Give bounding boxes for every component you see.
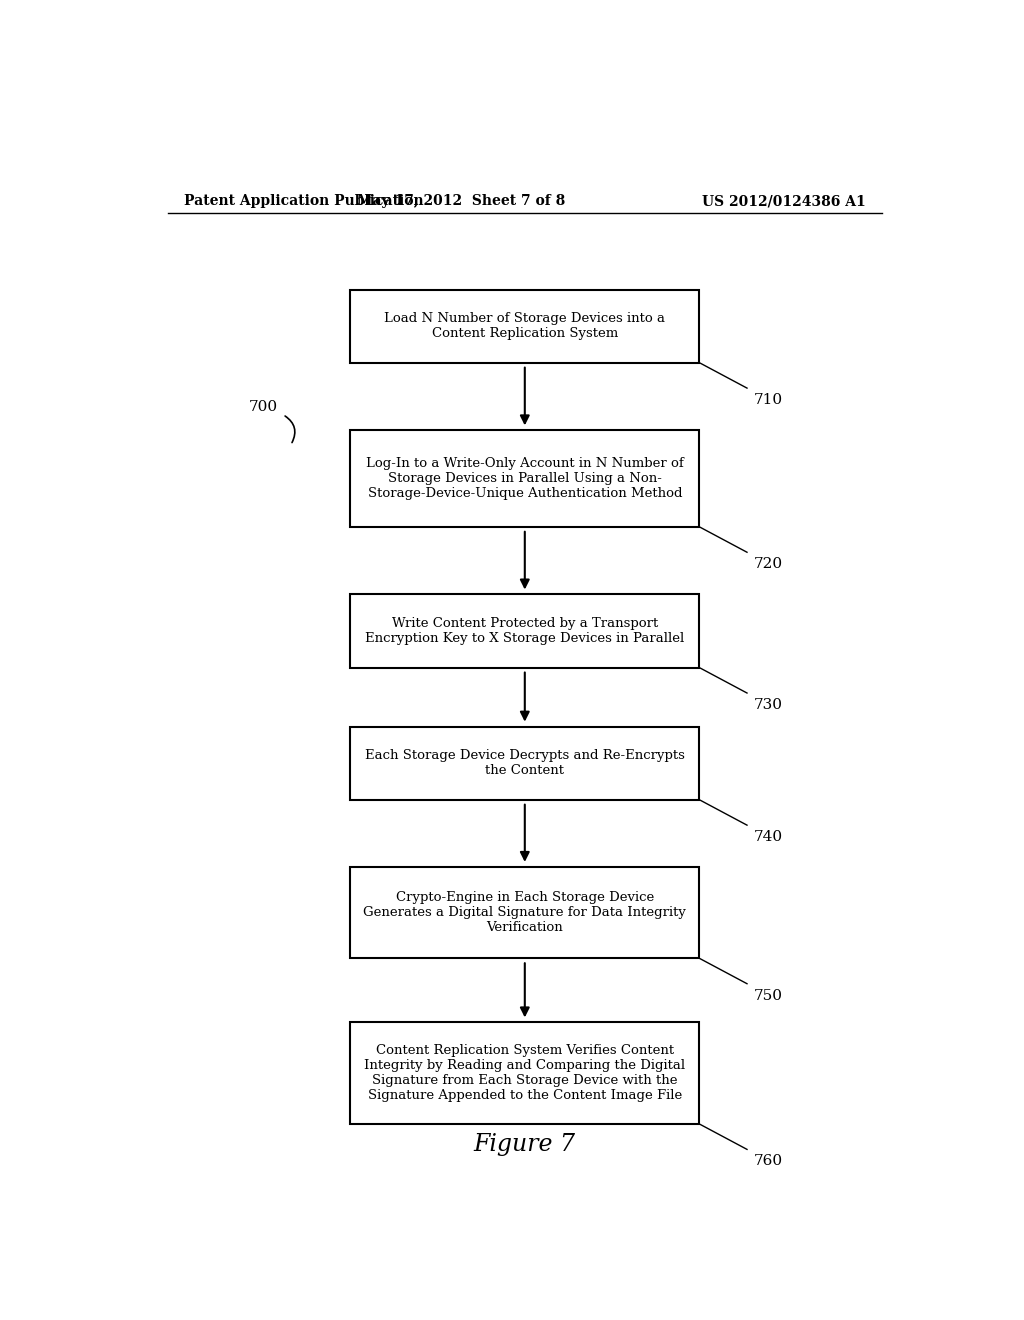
Text: 720: 720 <box>754 557 782 572</box>
Text: 740: 740 <box>754 830 782 845</box>
Text: 730: 730 <box>754 698 782 711</box>
Text: US 2012/0124386 A1: US 2012/0124386 A1 <box>702 194 866 209</box>
FancyBboxPatch shape <box>350 594 699 668</box>
Text: 710: 710 <box>754 393 782 407</box>
Text: Figure 7: Figure 7 <box>474 1133 575 1156</box>
Text: May 17, 2012  Sheet 7 of 8: May 17, 2012 Sheet 7 of 8 <box>357 194 565 209</box>
FancyBboxPatch shape <box>350 867 699 958</box>
Text: 750: 750 <box>754 989 782 1003</box>
Text: Content Replication System Verifies Content
Integrity by Reading and Comparing t: Content Replication System Verifies Cont… <box>365 1044 685 1102</box>
FancyBboxPatch shape <box>350 726 699 800</box>
Text: Each Storage Device Decrypts and Re-Encrypts
the Content: Each Storage Device Decrypts and Re-Encr… <box>365 750 685 777</box>
FancyBboxPatch shape <box>350 1022 699 1125</box>
Text: Log-In to a Write-Only Account in N Number of
Storage Devices in Parallel Using : Log-In to a Write-Only Account in N Numb… <box>366 457 684 500</box>
Text: 760: 760 <box>754 1155 782 1168</box>
Text: Patent Application Publication: Patent Application Publication <box>183 194 423 209</box>
Text: Crypto-Engine in Each Storage Device
Generates a Digital Signature for Data Inte: Crypto-Engine in Each Storage Device Gen… <box>364 891 686 935</box>
FancyBboxPatch shape <box>350 430 699 527</box>
Text: Write Content Protected by a Transport
Encryption Key to X Storage Devices in Pa: Write Content Protected by a Transport E… <box>366 616 684 645</box>
Text: 700: 700 <box>249 400 278 414</box>
Text: Load N Number of Storage Devices into a
Content Replication System: Load N Number of Storage Devices into a … <box>384 312 666 341</box>
FancyBboxPatch shape <box>350 289 699 363</box>
